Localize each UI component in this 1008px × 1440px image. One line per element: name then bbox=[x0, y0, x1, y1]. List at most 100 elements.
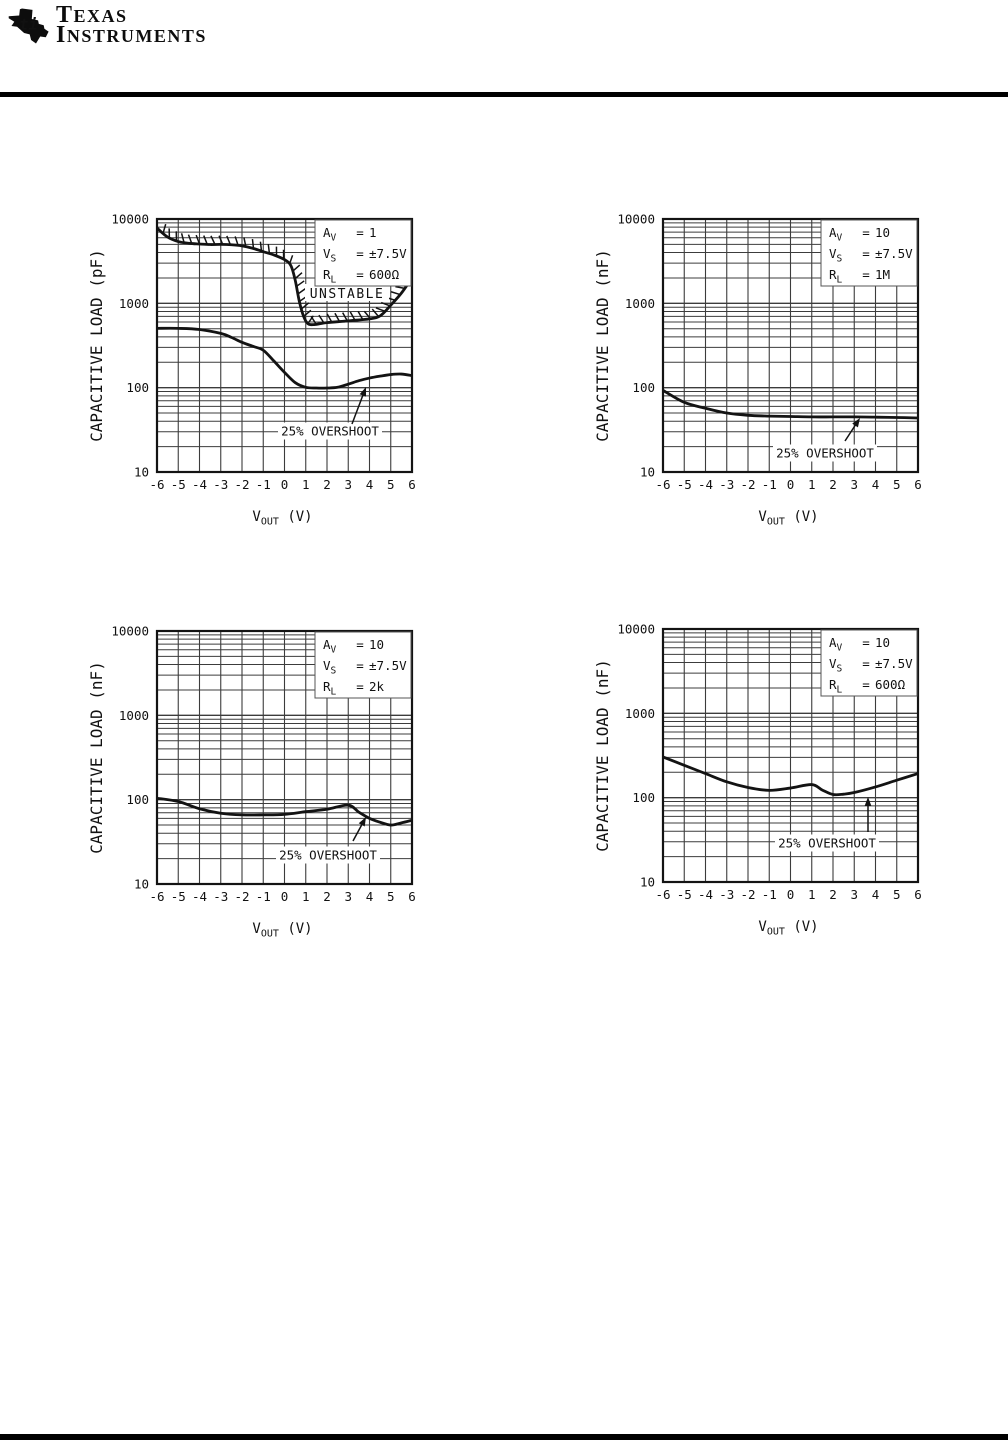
callout-arrow-line bbox=[844, 422, 858, 442]
svg-text:ti: ti bbox=[19, 15, 38, 33]
y-axis-title: CAPACITIVE LOAD (nF) bbox=[593, 249, 612, 442]
plot-border bbox=[661, 217, 920, 474]
x-tick-label-4: 4 bbox=[366, 889, 374, 904]
y-axis-title: CAPACITIVE LOAD (nF) bbox=[593, 659, 612, 852]
y-tick-label-10: 10 bbox=[640, 465, 655, 480]
condition-value: 600Ω bbox=[369, 267, 400, 282]
x-tick-label-0: 0 bbox=[787, 887, 795, 902]
x-tick-label--5: -5 bbox=[677, 887, 692, 902]
x-tick-label-1: 1 bbox=[302, 889, 310, 904]
hatch-tick bbox=[292, 264, 301, 272]
condition-equals: = bbox=[356, 679, 364, 694]
x-tick-label--6: -6 bbox=[655, 887, 670, 902]
chart-capacitive-load-av1-rl600: UNSTABLE 25% OVERSHOOT AV = 1 VS = ±7.5V RL = 600Ω… bbox=[85, 205, 445, 545]
y-tick-label-1000: 1000 bbox=[119, 708, 149, 723]
series-group bbox=[157, 223, 412, 390]
condition-value: ±7.5V bbox=[875, 246, 913, 261]
callout-arrowhead bbox=[359, 387, 366, 397]
hatch-tick bbox=[218, 235, 224, 245]
hatch-tick bbox=[210, 235, 216, 245]
callout-text: 25% OVERSHOOT bbox=[279, 848, 377, 863]
condition-equals: = bbox=[356, 267, 364, 282]
x-tick-label-4: 4 bbox=[872, 477, 880, 492]
conditions-border bbox=[820, 629, 918, 697]
x-tick-label-0: 0 bbox=[787, 477, 795, 492]
callout-arrow-line bbox=[351, 392, 365, 425]
hatch-tick bbox=[234, 236, 239, 246]
x-tick-label-6: 6 bbox=[914, 887, 922, 902]
hatch-tick bbox=[251, 239, 255, 249]
x-tick-label--2: -2 bbox=[234, 889, 249, 904]
hatch-tick bbox=[267, 244, 271, 254]
x-tick-label-2: 2 bbox=[829, 477, 837, 492]
hatch-tick bbox=[203, 235, 208, 245]
brand-instruments: INSTRUMENTS bbox=[56, 22, 207, 48]
x-tick-label-6: 6 bbox=[408, 889, 416, 904]
label-bg bbox=[305, 284, 389, 301]
x-tick-label-5: 5 bbox=[893, 477, 901, 492]
x-tick-label--3: -3 bbox=[213, 477, 228, 492]
x-tick-label-5: 5 bbox=[387, 889, 395, 904]
x-tick-label-3: 3 bbox=[850, 887, 858, 902]
x-tick-label--3: -3 bbox=[213, 889, 228, 904]
hatch-tick bbox=[294, 272, 303, 280]
x-tick-label--2: -2 bbox=[740, 887, 755, 902]
x-tick-label--4: -4 bbox=[192, 889, 207, 904]
condition-value: 10 bbox=[369, 637, 384, 652]
unstable-region-label: UNSTABLE bbox=[305, 284, 389, 302]
x-tick-label--1: -1 bbox=[762, 477, 777, 492]
hatch-marks-unstable-region-boundary bbox=[162, 223, 410, 325]
x-tick-label--2: -2 bbox=[234, 477, 249, 492]
x-tick-label-2: 2 bbox=[829, 887, 837, 902]
x-tick-label-2: 2 bbox=[323, 477, 331, 492]
hatch-tick bbox=[243, 237, 247, 247]
hatch-tick bbox=[295, 280, 305, 288]
callout-bg bbox=[278, 422, 382, 440]
y-tick-label-1000: 1000 bbox=[625, 706, 655, 721]
hatch-tick bbox=[259, 241, 263, 252]
condition-equals: = bbox=[356, 246, 364, 261]
y-tick-label-10: 10 bbox=[134, 877, 149, 892]
hatch-tick bbox=[195, 234, 201, 245]
unstable-label-text: UNSTABLE bbox=[310, 287, 385, 302]
x-tick-label--6: -6 bbox=[149, 889, 164, 904]
y-tick-label-1000: 1000 bbox=[625, 296, 655, 311]
hatch-tick bbox=[301, 302, 310, 310]
header-rule bbox=[0, 92, 1008, 97]
condition-equals: = bbox=[862, 677, 870, 692]
hatch-tick bbox=[363, 310, 371, 320]
x-tick-label--3: -3 bbox=[719, 477, 734, 492]
callout-bg bbox=[773, 444, 877, 462]
x-tick-label-3: 3 bbox=[344, 889, 352, 904]
x-tick-label--3: -3 bbox=[719, 887, 734, 902]
series-overshoot-25pct bbox=[663, 755, 918, 797]
x-tick-label--6: -6 bbox=[655, 477, 670, 492]
x-tick-label--5: -5 bbox=[171, 477, 186, 492]
x-tick-label-2: 2 bbox=[323, 889, 331, 904]
condition-value: 10 bbox=[875, 225, 890, 240]
plot-border bbox=[661, 627, 920, 884]
y-tick-label-100: 100 bbox=[126, 380, 149, 395]
condition-value: ±7.5V bbox=[875, 656, 913, 671]
callout-arrow-line bbox=[352, 821, 364, 842]
ti-texas-state-icon: ti bbox=[8, 8, 49, 44]
x-tick-label--4: -4 bbox=[698, 477, 713, 492]
y-tick-label-100: 100 bbox=[632, 790, 655, 805]
y-tick-label-10: 10 bbox=[134, 465, 149, 480]
overshoot-callout: 25% OVERSHOOT bbox=[775, 797, 879, 852]
brand-logo: ti TEXAS INSTRUMENTS bbox=[8, 2, 248, 52]
y-tick-label-1000: 1000 bbox=[119, 296, 149, 311]
x-tick-label--5: -5 bbox=[171, 889, 186, 904]
y-axis-title: CAPACITIVE LOAD (nF) bbox=[87, 661, 106, 854]
callout-text: 25% OVERSHOOT bbox=[778, 836, 876, 851]
condition-equals: = bbox=[356, 637, 364, 652]
condition-value: ±7.5V bbox=[369, 246, 407, 261]
conditions-border bbox=[820, 219, 918, 287]
condition-equals: = bbox=[862, 656, 870, 671]
